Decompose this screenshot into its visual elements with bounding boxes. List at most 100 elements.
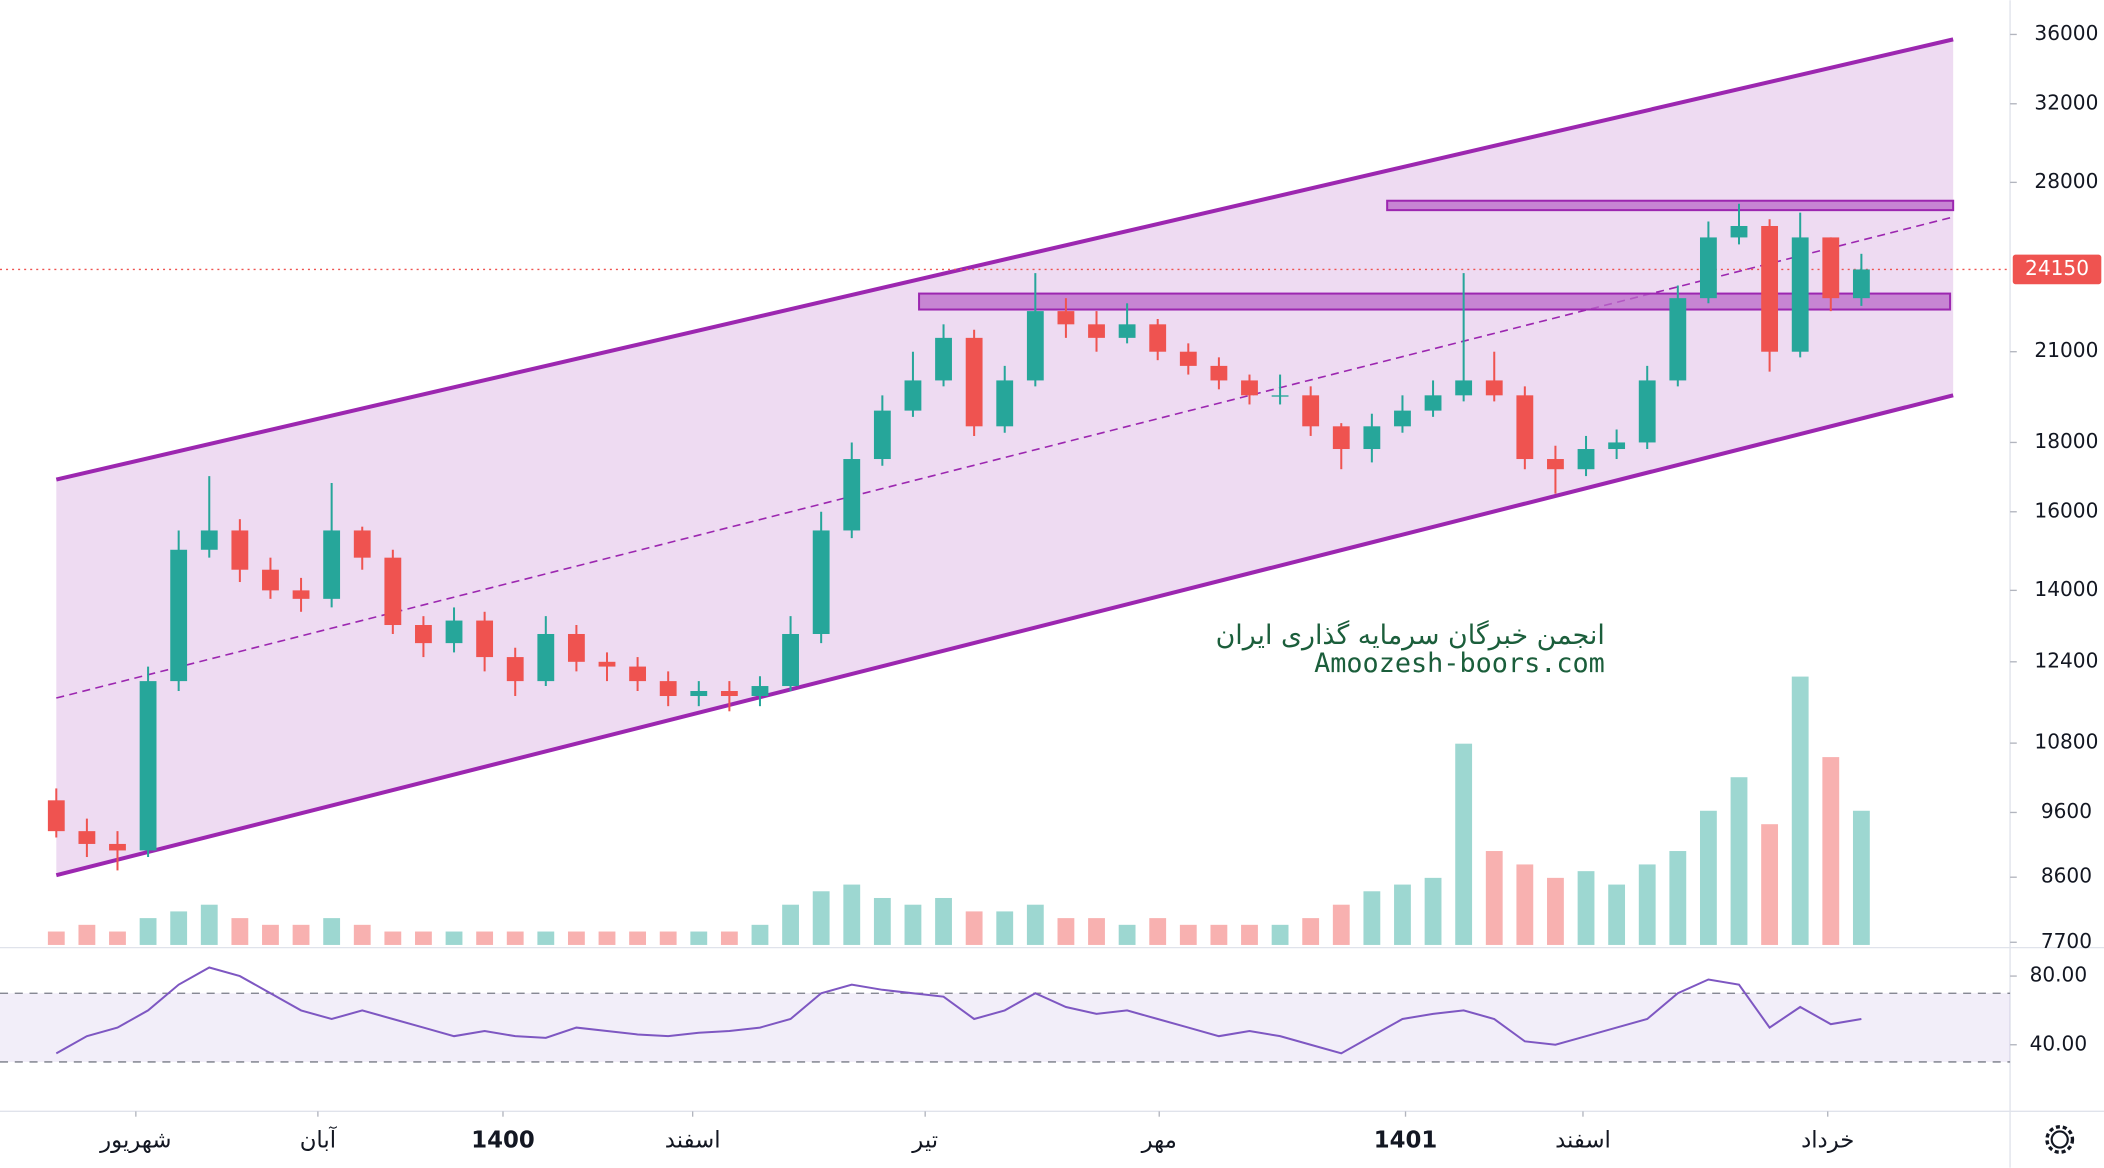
volume-bar bbox=[904, 904, 922, 945]
volume-bar bbox=[598, 931, 616, 945]
volume-bar bbox=[1026, 904, 1044, 945]
rsi-tick-label: 40.00 bbox=[2030, 1031, 2088, 1055]
y-tick-label: 16000 bbox=[2034, 498, 2098, 522]
volume-bar bbox=[139, 918, 157, 945]
candle-body bbox=[1547, 459, 1564, 470]
volume-bar bbox=[812, 891, 830, 945]
settings-icon[interactable] bbox=[2045, 1125, 2075, 1154]
y-tick-label: 7700 bbox=[2041, 929, 2092, 953]
volume-bar bbox=[78, 924, 96, 945]
volume-bar bbox=[751, 924, 769, 945]
candle-body bbox=[1699, 237, 1717, 299]
volume-bar bbox=[323, 918, 341, 945]
candle-body bbox=[231, 530, 249, 570]
rsi-tick-label: 80.00 bbox=[2030, 963, 2088, 987]
y-tick-label: 8600 bbox=[2041, 864, 2092, 888]
candle-body bbox=[1608, 442, 1626, 450]
time-label: خرداد bbox=[1801, 1127, 1854, 1153]
volume-bar bbox=[782, 904, 799, 945]
volume-bar bbox=[262, 924, 279, 945]
candle-body bbox=[1638, 380, 1656, 443]
channel-upper bbox=[55, 37, 1954, 482]
volume-bar bbox=[1210, 924, 1228, 945]
volume-bar bbox=[1118, 924, 1136, 945]
time-label: مهر bbox=[1141, 1127, 1177, 1153]
candle-body bbox=[629, 666, 647, 682]
y-tick-label: 14000 bbox=[2034, 577, 2098, 601]
candle-body bbox=[1669, 298, 1687, 381]
volume-bar bbox=[1638, 864, 1656, 945]
volume-bar bbox=[109, 931, 126, 945]
volume-bar bbox=[567, 931, 585, 945]
gear-teeth bbox=[2045, 1125, 2075, 1154]
candle-body bbox=[812, 530, 830, 634]
time-label: آبان bbox=[300, 1125, 338, 1153]
volume-bar bbox=[353, 924, 371, 945]
candle-body bbox=[1394, 410, 1411, 427]
volume-bar bbox=[690, 931, 708, 945]
volume-bar bbox=[996, 911, 1014, 945]
volume-bar bbox=[1271, 924, 1289, 945]
volume-bar bbox=[1424, 877, 1442, 945]
y-tick-label: 9600 bbox=[2041, 799, 2092, 823]
watermark-line2: Amoozesh-boors.com bbox=[1314, 648, 1605, 679]
volume-bar bbox=[415, 931, 432, 945]
volume-bar bbox=[1547, 877, 1564, 945]
volume-bar bbox=[537, 931, 555, 945]
y-tick-label: 10800 bbox=[2034, 730, 2098, 754]
candle-body bbox=[598, 661, 616, 667]
volume-bar bbox=[1822, 757, 1840, 945]
time-label: شهریور bbox=[99, 1127, 171, 1153]
candle-body bbox=[935, 337, 952, 381]
candle-body bbox=[323, 530, 341, 599]
candle-body bbox=[965, 337, 983, 427]
volume-bar bbox=[506, 931, 524, 945]
volume-bar bbox=[720, 931, 738, 945]
candle-body bbox=[506, 657, 524, 682]
candle-body bbox=[996, 380, 1014, 427]
candle-body bbox=[567, 633, 585, 662]
volume-bar bbox=[170, 911, 188, 945]
candle-body bbox=[262, 569, 279, 591]
candle-body bbox=[659, 681, 677, 697]
time-label: اسفند bbox=[665, 1127, 721, 1153]
candle-body bbox=[1852, 269, 1870, 299]
volume-bar bbox=[1516, 864, 1534, 945]
candle-body bbox=[1210, 365, 1228, 381]
volume-bar bbox=[231, 918, 249, 945]
volume-bar bbox=[200, 904, 218, 945]
y-tick-label: 28000 bbox=[2034, 169, 2098, 193]
volume-bar bbox=[384, 931, 402, 945]
candle-body bbox=[1761, 225, 1779, 352]
resistance-zone bbox=[918, 292, 1952, 311]
channel-fill bbox=[56, 39, 1954, 876]
volume-bar bbox=[445, 931, 463, 945]
y-tick-label: 18000 bbox=[2034, 429, 2098, 453]
candle-body bbox=[1577, 449, 1595, 470]
volume-bar bbox=[1057, 918, 1075, 945]
candle-body bbox=[1730, 225, 1748, 238]
volume-bar bbox=[1179, 924, 1197, 945]
last-price-label: 24150 bbox=[2025, 256, 2089, 280]
candle-body bbox=[1179, 351, 1197, 366]
gear bbox=[2050, 1130, 2069, 1149]
candle-body bbox=[353, 530, 371, 558]
volume-bar bbox=[1302, 918, 1320, 945]
rsi-line bbox=[55, 966, 1862, 1055]
volume-bar bbox=[1485, 851, 1503, 945]
candle-body bbox=[1271, 395, 1289, 397]
rsi-band bbox=[0, 993, 2011, 1062]
volume-bar bbox=[1394, 884, 1411, 945]
candle-body bbox=[1026, 311, 1044, 381]
time-label: 1401 bbox=[1374, 1127, 1437, 1153]
candle-body bbox=[109, 843, 126, 851]
candle-body bbox=[1455, 380, 1473, 396]
candle-body bbox=[1088, 324, 1105, 338]
volume-bar bbox=[843, 884, 861, 945]
candle-body bbox=[782, 633, 799, 687]
time-label: اسفند bbox=[1555, 1127, 1611, 1153]
candle-body bbox=[1424, 395, 1442, 411]
